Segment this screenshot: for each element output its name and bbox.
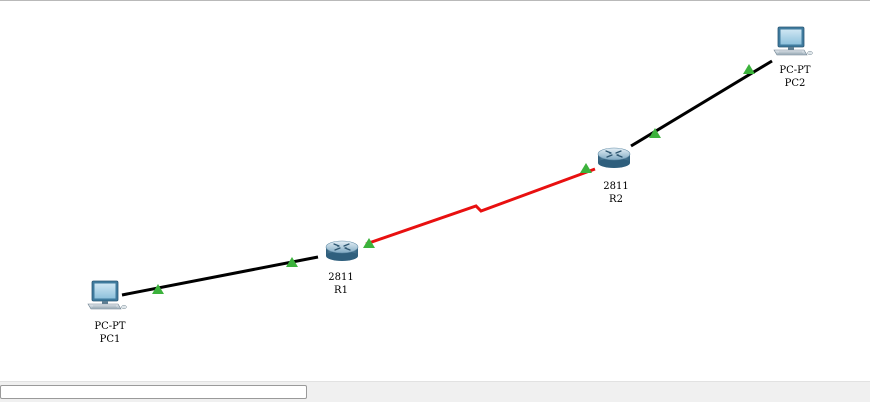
pc2-model-label: PC-PT bbox=[779, 65, 811, 76]
pc1-label: PC-PT PC1 bbox=[80, 320, 140, 346]
r1-name-label: R1 bbox=[334, 285, 348, 296]
pc1-model-label: PC-PT bbox=[94, 321, 126, 332]
link-status-up-icon bbox=[580, 163, 592, 173]
pc2-label: PC-PT PC2 bbox=[765, 64, 825, 90]
pc1-name-label: PC1 bbox=[99, 334, 121, 345]
topology-canvas[interactable] bbox=[0, 1, 870, 381]
r1-label: 2811 R1 bbox=[311, 271, 371, 297]
horizontal-scroll-track[interactable] bbox=[0, 381, 870, 402]
link-r1-r2-serial[interactable] bbox=[365, 167, 596, 246]
r1-model-label: 2811 bbox=[328, 272, 354, 283]
r2-name-label: R2 bbox=[609, 194, 623, 205]
r2-model-label: 2811 bbox=[603, 181, 629, 192]
pc-icon-pc2[interactable] bbox=[773, 26, 813, 56]
r2-label: 2811 R2 bbox=[586, 180, 646, 206]
link-status-up-icon bbox=[743, 64, 755, 74]
router-icon-r1[interactable] bbox=[325, 240, 359, 262]
pc-icon-pc1[interactable] bbox=[87, 280, 127, 310]
pc2-name-label: PC2 bbox=[784, 78, 806, 89]
router-icon-r2[interactable] bbox=[597, 147, 631, 169]
horizontal-scrollbar-thumb[interactable] bbox=[0, 385, 307, 399]
link-pc1-r1[interactable] bbox=[121, 255, 319, 297]
